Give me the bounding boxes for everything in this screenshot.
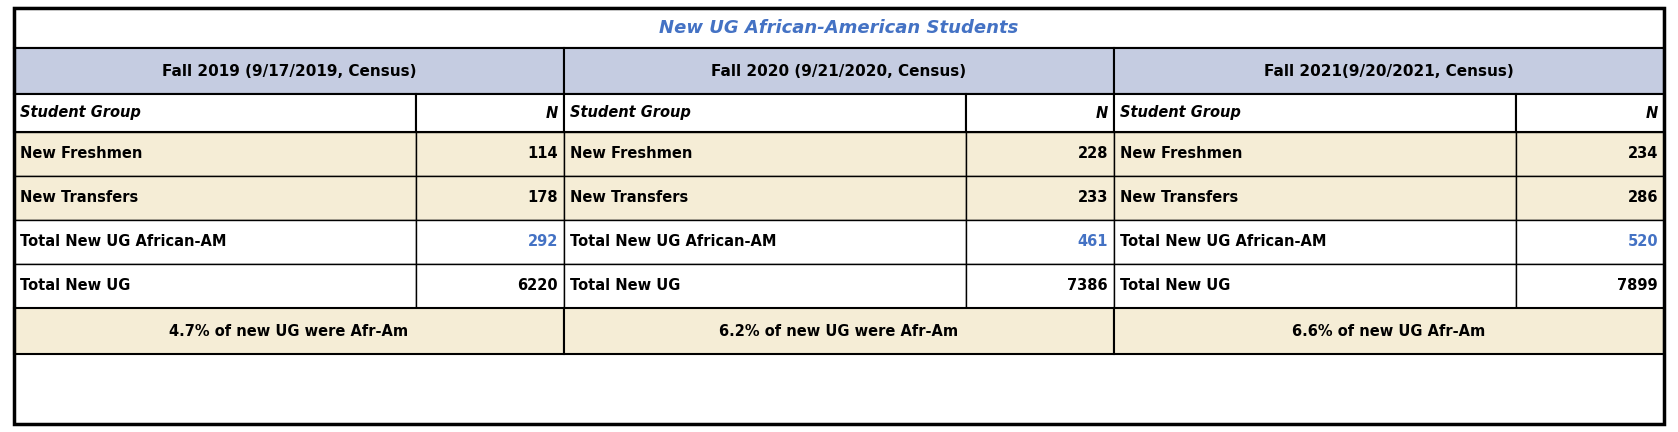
Bar [564,264,965,308]
Bar [1114,48,1665,94]
Bar [416,94,564,132]
Text: New Freshmen: New Freshmen [20,146,143,162]
Bar [564,220,965,264]
Text: Student Group: Student Group [20,105,141,121]
Text: 4.7% of new UG were Afr-Am: 4.7% of new UG were Afr-Am [169,324,408,339]
Bar [564,132,965,176]
Text: Student Group: Student Group [571,105,691,121]
Text: Total New UG African-AM: Total New UG African-AM [20,235,227,250]
Bar [13,308,564,354]
Text: Fall 2020 (9/21/2020, Census): Fall 2020 (9/21/2020, Census) [711,64,967,79]
Bar [965,220,1114,264]
Text: 7386: 7386 [1067,279,1107,293]
Bar [1515,94,1665,132]
Text: 6.2% of new UG were Afr-Am: 6.2% of new UG were Afr-Am [720,324,958,339]
Bar [13,264,416,308]
Text: Student Group: Student Group [1119,105,1240,121]
Bar [1515,132,1665,176]
Bar [564,176,965,220]
Bar [965,176,1114,220]
Text: New Transfers: New Transfers [1119,191,1238,206]
Text: 233: 233 [1077,191,1107,206]
Bar [1515,264,1665,308]
Text: 7899: 7899 [1618,279,1658,293]
Bar [416,220,564,264]
Text: 114: 114 [527,146,559,162]
Text: New UG African-American Students: New UG African-American Students [659,19,1019,37]
Text: New Freshmen: New Freshmen [1119,146,1242,162]
Text: 178: 178 [527,191,559,206]
Bar [1114,308,1665,354]
Bar [564,94,965,132]
Bar [564,308,1114,354]
Bar [13,132,416,176]
Bar [1515,176,1665,220]
Bar [1114,132,1515,176]
Text: New Freshmen: New Freshmen [571,146,693,162]
Bar [416,176,564,220]
Text: 6220: 6220 [517,279,559,293]
Text: 234: 234 [1628,146,1658,162]
Bar [965,94,1114,132]
Text: Total New UG: Total New UG [571,279,680,293]
Text: New Transfers: New Transfers [571,191,688,206]
Text: 461: 461 [1077,235,1107,250]
Bar [416,264,564,308]
Bar [1114,94,1515,132]
Text: Fall 2021(9/20/2021, Census): Fall 2021(9/20/2021, Census) [1264,64,1514,79]
Text: N: N [545,105,559,121]
Bar [13,176,416,220]
Bar [1114,264,1515,308]
Text: Total New UG African-AM: Total New UG African-AM [571,235,777,250]
Text: N: N [1646,105,1658,121]
Text: 228: 228 [1077,146,1107,162]
Bar [564,48,1114,94]
Text: 286: 286 [1628,191,1658,206]
Text: Total New UG: Total New UG [1119,279,1230,293]
Bar [13,8,1665,48]
Text: 6.6% of new UG Afr-Am: 6.6% of new UG Afr-Am [1292,324,1485,339]
Text: 292: 292 [527,235,559,250]
Text: 520: 520 [1628,235,1658,250]
Text: Fall 2019 (9/17/2019, Census): Fall 2019 (9/17/2019, Census) [161,64,416,79]
Bar [965,132,1114,176]
Bar [965,264,1114,308]
Bar [1515,220,1665,264]
Text: N: N [1096,105,1107,121]
Text: New Transfers: New Transfers [20,191,138,206]
Bar [416,132,564,176]
Bar [13,220,416,264]
Bar [1114,220,1515,264]
Bar [13,48,564,94]
Text: Total New UG African-AM: Total New UG African-AM [1119,235,1327,250]
Bar [13,94,416,132]
Text: Total New UG: Total New UG [20,279,131,293]
Bar [1114,176,1515,220]
